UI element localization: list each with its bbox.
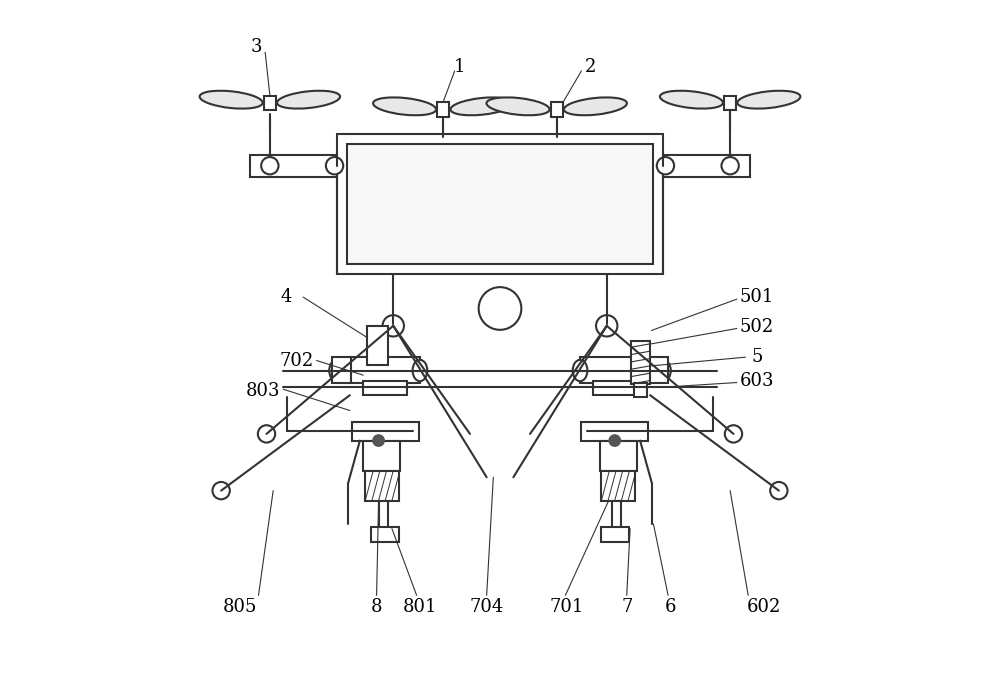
Circle shape — [657, 157, 674, 174]
Text: 6: 6 — [664, 599, 676, 616]
Ellipse shape — [660, 91, 723, 108]
Bar — [649, 357, 668, 383]
Bar — [365, 471, 399, 501]
Bar — [264, 95, 276, 110]
Bar — [580, 357, 650, 383]
Text: 704: 704 — [470, 599, 504, 616]
Bar — [612, 501, 621, 528]
Circle shape — [725, 425, 742, 443]
Ellipse shape — [373, 97, 436, 115]
Bar — [347, 144, 653, 264]
Bar — [367, 326, 388, 365]
Bar — [551, 102, 563, 117]
Text: 803: 803 — [246, 381, 280, 400]
Ellipse shape — [737, 91, 800, 108]
Bar — [337, 133, 663, 274]
Bar — [634, 383, 647, 397]
Circle shape — [326, 157, 343, 174]
Bar — [363, 441, 400, 471]
Text: 502: 502 — [740, 318, 774, 336]
Bar — [581, 422, 648, 441]
Circle shape — [383, 315, 404, 336]
Bar — [724, 95, 736, 110]
Bar — [663, 155, 750, 177]
Circle shape — [770, 482, 788, 499]
Bar — [593, 381, 637, 395]
Bar — [601, 527, 629, 542]
Ellipse shape — [450, 97, 514, 115]
Circle shape — [212, 482, 230, 499]
Ellipse shape — [200, 91, 263, 108]
Text: 5: 5 — [751, 348, 763, 366]
Ellipse shape — [277, 91, 340, 108]
Bar — [601, 471, 635, 501]
Bar — [600, 441, 637, 471]
Bar — [352, 422, 419, 441]
Circle shape — [373, 435, 384, 446]
Bar — [437, 102, 449, 117]
Bar — [363, 381, 407, 395]
Ellipse shape — [486, 97, 550, 115]
Text: 701: 701 — [550, 599, 584, 616]
Bar — [350, 357, 420, 383]
Bar — [631, 340, 650, 384]
Text: 3: 3 — [251, 38, 262, 56]
Bar — [332, 357, 351, 383]
Bar — [371, 527, 399, 542]
Text: 8: 8 — [371, 599, 382, 616]
Text: 501: 501 — [740, 288, 774, 306]
Ellipse shape — [573, 360, 587, 381]
Bar — [250, 155, 337, 177]
Text: 702: 702 — [279, 351, 314, 370]
Ellipse shape — [564, 97, 627, 115]
Text: 805: 805 — [223, 599, 257, 616]
Circle shape — [261, 157, 279, 174]
Circle shape — [609, 435, 620, 446]
Circle shape — [258, 425, 275, 443]
Text: 602: 602 — [746, 599, 781, 616]
Ellipse shape — [656, 360, 671, 381]
Text: 603: 603 — [740, 372, 774, 390]
Text: 1: 1 — [454, 58, 466, 76]
Text: 4: 4 — [281, 288, 292, 306]
Circle shape — [479, 287, 521, 330]
Circle shape — [721, 157, 739, 174]
Circle shape — [596, 315, 617, 336]
Text: 801: 801 — [403, 599, 437, 616]
Text: 2: 2 — [584, 58, 596, 76]
Ellipse shape — [413, 360, 427, 381]
Text: 7: 7 — [621, 599, 632, 616]
Ellipse shape — [329, 360, 344, 381]
Bar — [379, 501, 388, 528]
